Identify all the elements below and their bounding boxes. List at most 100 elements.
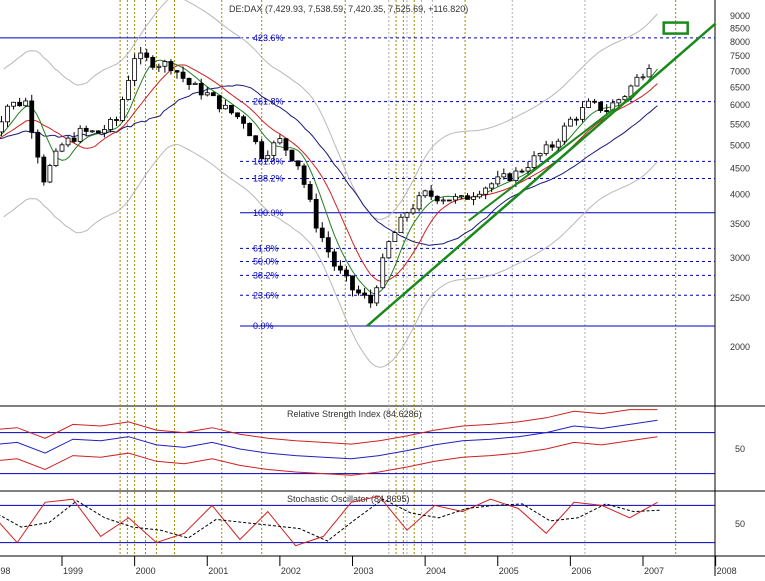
candle-body [416,195,422,210]
candle-body [561,125,567,142]
lower-band [3,144,658,368]
x-tick-label: 2007 [644,566,664,576]
candle-body [452,196,458,201]
candle-body [386,241,392,259]
candle-body [307,184,313,200]
stochastic-line [0,495,658,547]
x-tick-label: 2003 [354,566,374,576]
x-tick-label: 1998 [0,566,10,576]
candle-body [604,110,610,112]
candle-body [247,123,253,137]
candle-body [120,99,125,121]
candle-body [162,61,168,67]
candle-body [289,149,295,162]
y-tick-label: 7500 [730,51,750,61]
candle-body [198,82,204,96]
candle-body [223,104,228,110]
fibonacci-label: 261.8% [253,97,284,107]
candle-body [598,101,604,111]
candle-body [555,140,561,148]
rsi-lower-band [0,436,658,476]
y-tick-label: 3000 [730,253,750,263]
x-tick-label: 1999 [63,566,83,576]
y-tick-label: 6500 [730,83,750,93]
y-tick-label: 2000 [730,342,750,352]
candle-body [380,257,386,289]
candle-body [180,71,186,79]
fibonacci-label: 50.0% [253,256,279,266]
x-tick-label: 2001 [208,566,228,576]
rsi-y-tick-label: 50 [735,444,745,454]
y-tick-label: 4000 [730,189,750,199]
chart-title: DE:DAX (7,429.93, 7,538.59, 7,420.35, 7,… [229,4,468,14]
candle-body [168,61,174,71]
candle-body [0,121,4,133]
candle-body [374,287,380,304]
y-tick-label: 9000 [730,11,750,21]
fibonacci-label: 61.8% [253,243,279,253]
candle-body [525,167,531,172]
candle-body [422,190,428,197]
candle-body [65,137,71,146]
candle-body [132,58,138,81]
candle-body [362,292,368,296]
candle-body [156,65,162,68]
fibonacci-label: 38.2% [253,270,279,280]
candle-body [634,76,640,87]
candle-body [410,208,416,214]
candle-body [337,265,343,271]
candle-body [404,212,410,218]
candle-body [83,127,89,132]
candle-body [47,165,53,183]
y-tick-label: 2500 [730,293,750,303]
candle-body [428,190,434,197]
candle-body [465,195,470,200]
candle-body [101,129,107,134]
candle-body [519,170,525,173]
candle-body [434,195,440,202]
candle-body [543,144,549,154]
y-tick-label: 3500 [730,219,750,229]
candle-body [483,187,489,195]
y-tick-label: 6000 [730,100,750,110]
candle-body [567,118,573,127]
target-box [662,21,689,35]
stochastic-y-tick-label: 50 [735,519,745,529]
candle-body [23,100,29,107]
candle-body [150,56,156,68]
candle-body [319,227,325,239]
candle-body [144,52,150,58]
fibonacci-label: 138.2% [253,174,284,184]
candle-body [77,127,83,142]
candle-body [41,156,47,183]
candle-body [331,251,337,267]
candle-body [392,232,398,243]
rsi-title: Relative Strength Index (84.6286) [287,409,422,419]
fibonacci-label: 423.6% [253,33,284,43]
candle-body [549,144,555,148]
candle-body [277,138,283,144]
candle-body [210,92,216,97]
x-tick-label: 2005 [499,566,519,576]
candle-body [501,173,507,178]
candle-body [29,100,35,133]
candle-body [344,269,349,277]
fibonacci-label: 0.0% [253,321,274,331]
y-tick-label: 4500 [730,164,750,174]
y-tick-label: 8000 [730,37,750,47]
candle-body [459,195,464,198]
candle-body [368,294,374,304]
candle-body [646,68,652,78]
fibonacci-label: 23.6% [253,290,279,300]
candle-body [204,92,210,96]
candle-body [59,144,65,152]
stochastic-signal-line [0,498,662,542]
candle-body [192,82,198,85]
candle-body [398,216,404,234]
x-tick-label: 2002 [281,566,301,576]
candle-body [235,112,240,118]
trendline [366,22,717,327]
candle-body [531,155,537,168]
candle-body [471,196,476,200]
